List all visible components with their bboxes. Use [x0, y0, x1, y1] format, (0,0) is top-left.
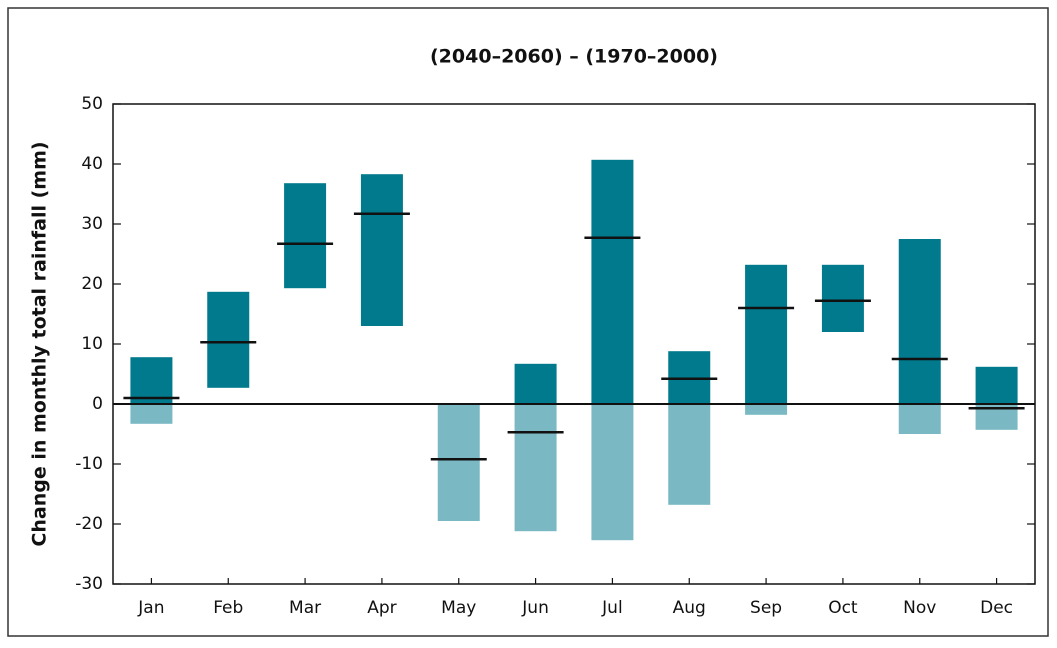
x-tick-label: May — [441, 598, 476, 618]
y-tick-label: -30 — [75, 574, 103, 594]
bar-below — [668, 404, 711, 505]
x-tick-label: Nov — [903, 598, 936, 618]
bar-above — [975, 366, 1018, 404]
x-tick-label: Aug — [673, 598, 706, 618]
bar-below — [898, 404, 941, 434]
bar-above — [745, 264, 788, 404]
bar-above — [360, 174, 403, 326]
bar-below — [745, 404, 788, 415]
x-tick-label: Jun — [521, 598, 549, 618]
y-tick-label: 40 — [81, 154, 103, 174]
x-tick-label: Oct — [828, 598, 858, 618]
bar-above — [514, 363, 557, 404]
bar-above — [130, 357, 173, 404]
y-tick-label: 50 — [81, 94, 103, 114]
x-tick-label: Mar — [289, 598, 321, 618]
y-tick-label: 30 — [81, 214, 103, 234]
frame — [7, 7, 1049, 637]
chart-title: (2040–2060) – (1970–2000) — [430, 46, 718, 68]
bar-below — [591, 404, 634, 541]
bar-below — [514, 404, 557, 532]
y-tick-label: -20 — [75, 514, 103, 534]
bar-above — [284, 183, 327, 289]
x-tick-label: Apr — [367, 598, 396, 618]
x-tick-label: Dec — [980, 598, 1013, 618]
bar-below — [437, 404, 480, 521]
bar-above — [898, 239, 941, 404]
x-tick-label: Jul — [601, 598, 623, 618]
bar-above — [821, 264, 864, 332]
bar-above — [591, 159, 634, 404]
x-tick-label: Sep — [750, 598, 782, 618]
y-tick-label: 10 — [81, 334, 103, 354]
y-axis-label: Change in monthly total rainfall (mm) — [29, 141, 51, 546]
bar-below — [130, 404, 173, 424]
plot-border — [112, 103, 1036, 585]
y-tick-label: -10 — [75, 454, 103, 474]
y-tick-label: 0 — [92, 394, 103, 414]
x-tick-label: Feb — [213, 598, 243, 618]
y-tick-label: 20 — [81, 274, 103, 294]
x-tick-label: Jan — [137, 598, 164, 618]
bar-above — [207, 291, 250, 388]
